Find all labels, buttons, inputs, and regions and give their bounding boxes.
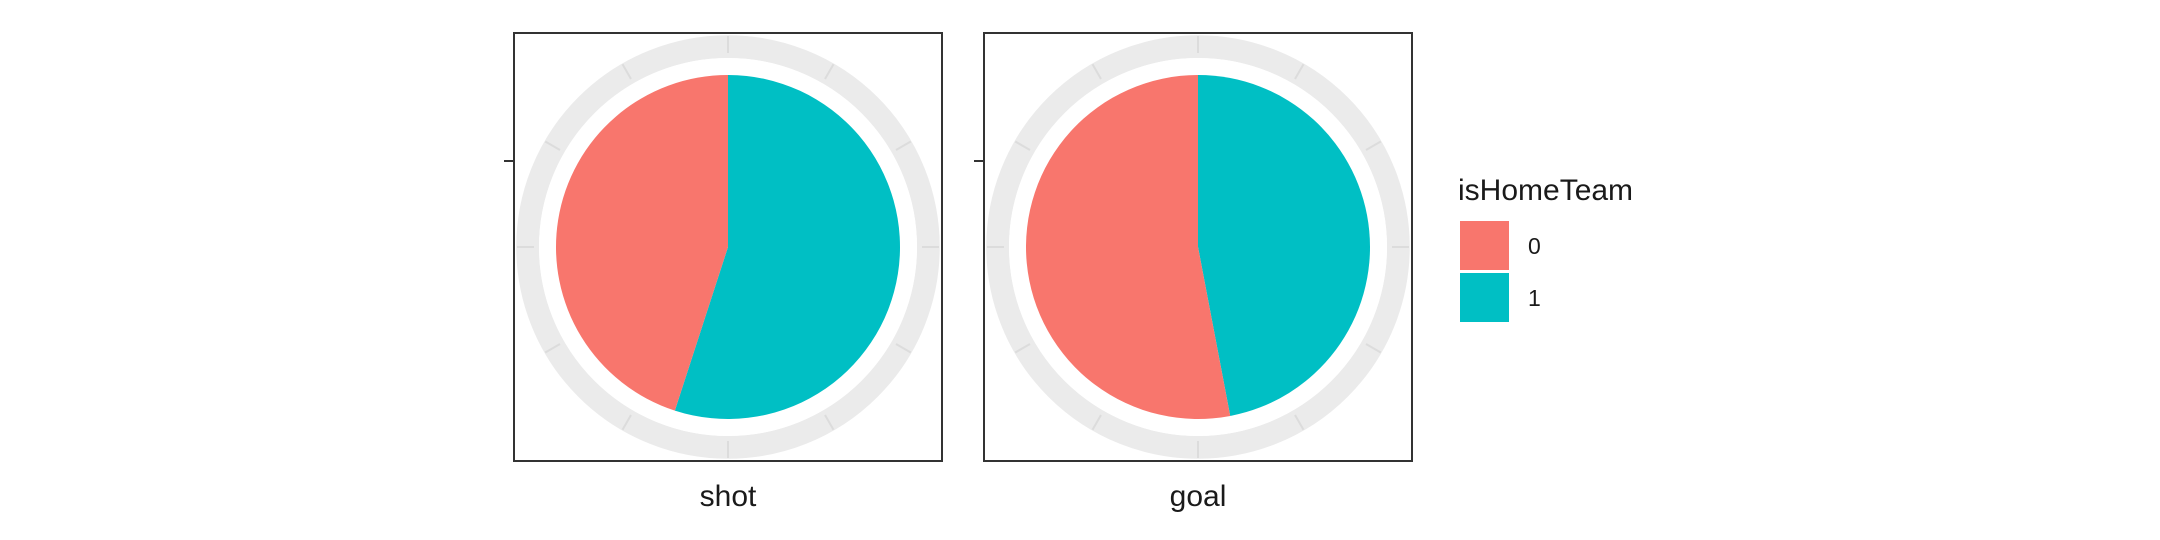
legend-swatch-1 [1460,273,1509,322]
facet-label-goal: goal [1170,480,1227,513]
polar-grid-tick [621,414,632,431]
panel-goal: goal [974,32,1413,513]
polar-grid-tick [895,140,912,151]
polar-grid-tick [1014,140,1031,151]
pie-slice-goal-0 [1026,75,1231,419]
polar-grid-tick [1294,63,1305,80]
polar-grid-tick [824,63,835,80]
legend-keys: 01 [1460,221,1541,322]
polar-grid-tick [1365,343,1382,354]
panel-border [983,32,1413,462]
polar-grid-tick [1091,63,1102,80]
polar-grid-tick [621,63,632,80]
pie-slice-shot-0 [556,75,728,411]
polar-grid-tick [544,343,561,354]
polar-grid-tick [1091,414,1102,431]
legend: isHomeTeam 01 [1458,174,1633,322]
facet-label-shot: shot [700,480,757,513]
legend-title: isHomeTeam [1458,174,1633,207]
polar-grid-tick [544,140,561,151]
polar-grid-tick [824,414,835,431]
polar-grid-tick [1294,414,1305,431]
legend-label-0: 0 [1528,233,1541,259]
legend-label-1: 1 [1528,285,1541,311]
panel-shot: shot [504,32,943,513]
legend-swatch-0 [1460,221,1509,270]
pie-slice-goal-1 [1198,75,1371,416]
pie-slice-shot-1 [674,75,900,419]
panel-border [513,32,943,462]
polar-grid-tick [1014,343,1031,354]
polar-grid-tick [895,343,912,354]
polar-grid-tick [1365,140,1382,151]
facet-panels: shot goal [504,32,1413,513]
